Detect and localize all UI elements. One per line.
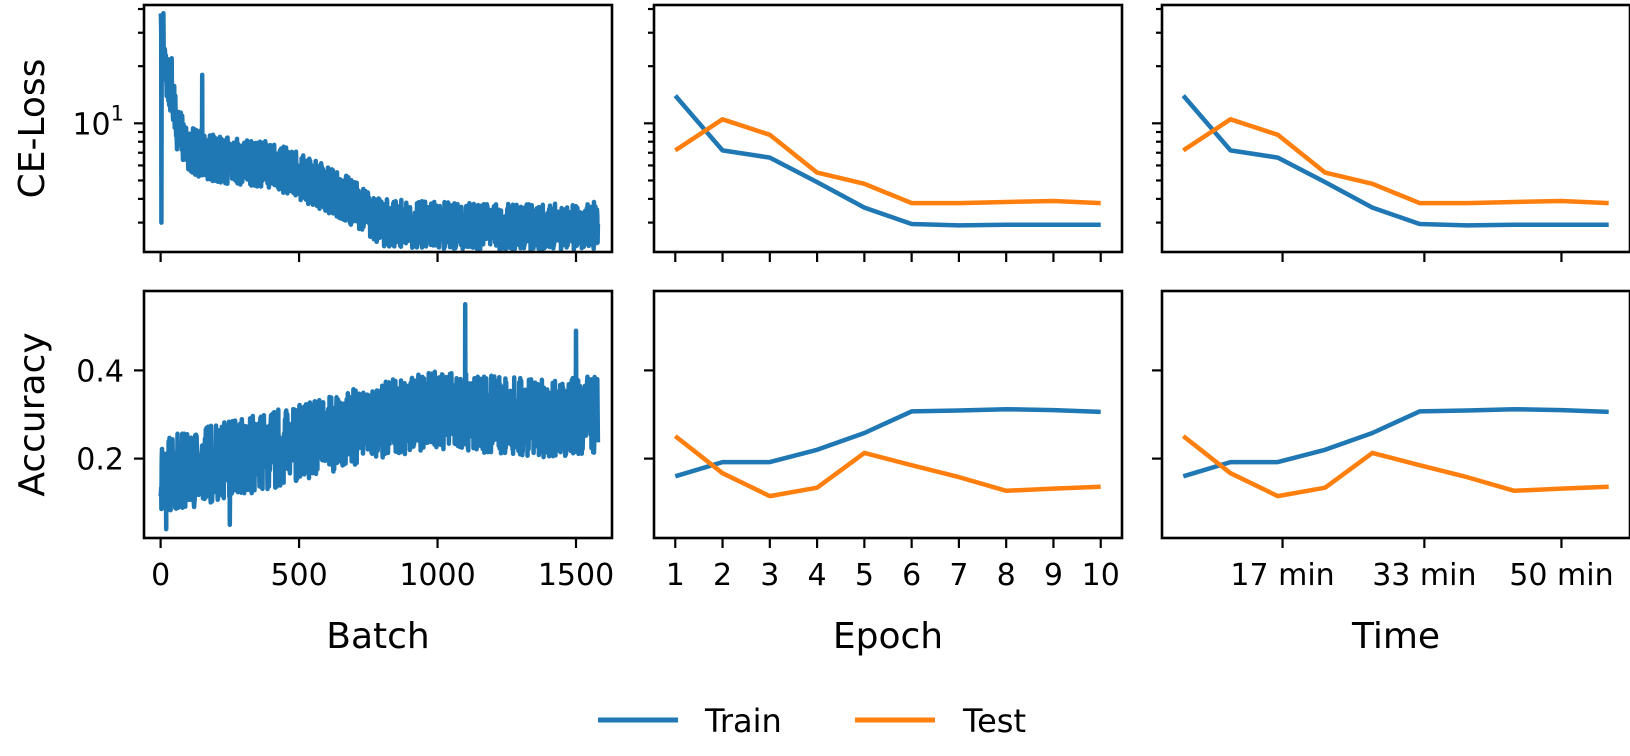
axes-frame <box>142 3 614 254</box>
y-axis-label: CE-Loss <box>12 59 53 199</box>
legend-label-test: Test <box>962 702 1026 740</box>
x-tick-label: 33 min <box>1372 558 1476 593</box>
x-tick-label: 3 <box>760 558 779 593</box>
plot-area <box>1181 406 1609 499</box>
x-tick-label: 5 <box>855 558 874 593</box>
plot-area <box>158 11 601 253</box>
plot-area <box>1181 94 1609 228</box>
x-tick-label: 1 <box>666 558 685 593</box>
legend-label-train: Train <box>704 702 782 740</box>
x-axis-label: Time <box>1351 616 1440 657</box>
axes-frame <box>1160 289 1630 540</box>
series-test-line <box>674 117 1101 206</box>
x-tick-label: 1000 <box>399 558 475 593</box>
plot-area <box>158 301 601 532</box>
x-tick-label: 1500 <box>538 558 614 593</box>
x-tick-label: 6 <box>902 558 921 593</box>
x-tick-label: 7 <box>949 558 968 593</box>
y-axis-label: Accuracy <box>12 332 53 496</box>
panel-loss-epoch <box>644 3 1124 262</box>
series-train-line <box>158 301 601 532</box>
panel-loss-batch: 101 CE-Loss <box>12 3 614 262</box>
x-tick-label: 8 <box>997 558 1016 593</box>
plot-area <box>673 94 1101 228</box>
axes-frame <box>652 3 1124 254</box>
x-tick-label: 0 <box>151 558 170 593</box>
y-tick-label: 0.4 <box>76 354 124 389</box>
plot-area <box>673 406 1101 499</box>
series-test-line <box>1181 434 1609 499</box>
x-axis-label: Epoch <box>833 616 943 657</box>
legend: Train Test <box>598 702 1026 740</box>
x-tick-label: 4 <box>808 558 827 593</box>
x-tick-label: 9 <box>1044 558 1063 593</box>
series-test-line <box>1182 117 1609 206</box>
series-train-line <box>158 11 601 253</box>
series-train-line <box>673 94 1101 228</box>
series-test-line <box>673 434 1101 499</box>
panel-acc-epoch: 1 2 3 4 5 6 7 8 9 10 Epoch <box>644 289 1124 657</box>
axes-frame <box>652 289 1124 540</box>
axes-frame <box>142 289 614 540</box>
x-tick-label: 50 min <box>1509 558 1613 593</box>
x-tick-label: 10 <box>1082 558 1120 593</box>
x-axis-label: Batch <box>326 616 429 657</box>
x-tick-label: 500 <box>270 558 327 593</box>
series-train-line <box>674 406 1101 479</box>
x-tick-label: 2 <box>713 558 732 593</box>
x-tick-label: 17 min <box>1230 558 1334 593</box>
series-train-line <box>1182 406 1609 479</box>
y-tick-label: 101 <box>72 101 124 142</box>
panel-loss-time <box>1152 3 1630 262</box>
y-tick-label: 0.2 <box>76 443 124 478</box>
series-train-line <box>1181 94 1609 228</box>
panel-acc-time: 17 min 33 min 50 min Time <box>1152 289 1630 657</box>
axes-frame <box>1160 3 1630 254</box>
panel-acc-batch: 0 500 1000 1500 0.2 0.4 Batch Accuracy <box>12 289 614 657</box>
